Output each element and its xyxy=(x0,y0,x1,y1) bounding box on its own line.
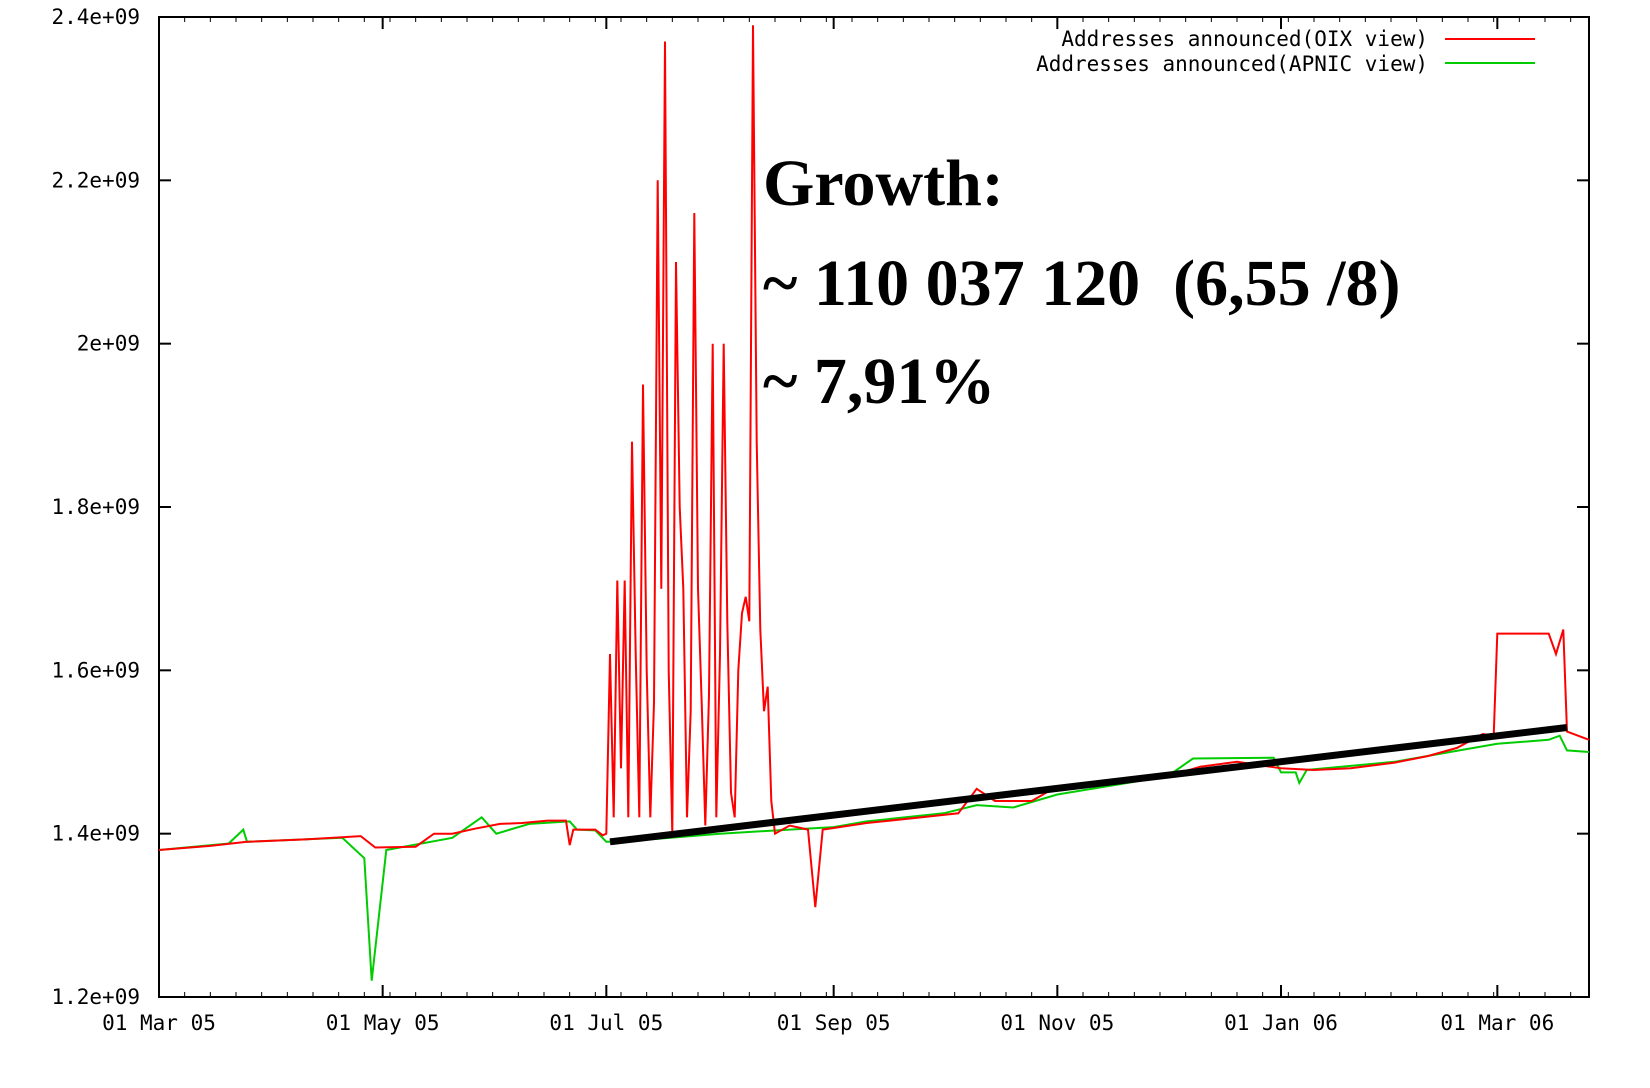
y-tick-label: 2e+09 xyxy=(77,332,140,356)
legend-label-oix: Addresses announced(OIX view) xyxy=(1061,27,1428,51)
annotation-growth-percent: ~ 7,91% xyxy=(763,345,995,418)
y-tick-label: 1.8e+09 xyxy=(51,495,140,519)
annotation-growth-heading: Growth: xyxy=(763,147,1004,220)
series-line-apnic xyxy=(158,734,1590,981)
y-tick-label: 1.2e+09 xyxy=(51,985,140,1009)
y-tick-label: 2.4e+09 xyxy=(51,5,140,29)
x-tick-label: 01 Sep 05 xyxy=(777,1011,891,1035)
y-tick-label: 2.2e+09 xyxy=(51,168,140,192)
series-line-oix xyxy=(158,25,1590,908)
annotation-growth-value: ~ 110 037 120 (6,55 /8) xyxy=(763,247,1400,320)
x-tick-label: 01 Jul 05 xyxy=(549,1011,663,1035)
annotations: Growth: ~ 110 037 120 (6,55 /8) ~ 7,91% xyxy=(763,147,1400,418)
x-tick-label: 01 Mar 05 xyxy=(102,1011,216,1035)
x-tick-label: 01 May 05 xyxy=(326,1011,440,1035)
legend: Addresses announced(OIX view) Addresses … xyxy=(1036,27,1535,76)
legend-label-apnic: Addresses announced(APNIC view) xyxy=(1036,52,1428,76)
x-tick-label: 01 Mar 06 xyxy=(1440,1011,1554,1035)
y-axis: 1.2e+09 1.4e+09 1.6e+09 1.8e+09 2e+09 2.2e+09… xyxy=(51,5,1589,1009)
y-tick-label: 1.6e+09 xyxy=(51,658,140,682)
trend-line xyxy=(609,724,1568,846)
y-tick-label: 1.4e+09 xyxy=(51,822,140,846)
series-layer xyxy=(158,25,1590,981)
x-tick-label: 01 Nov 05 xyxy=(1000,1011,1114,1035)
x-tick-label: 01 Jan 06 xyxy=(1224,1011,1338,1035)
x-axis: 01 Mar 05 01 May 05 01 Jul 05 01 Sep 05 01 N… xyxy=(102,17,1572,1035)
